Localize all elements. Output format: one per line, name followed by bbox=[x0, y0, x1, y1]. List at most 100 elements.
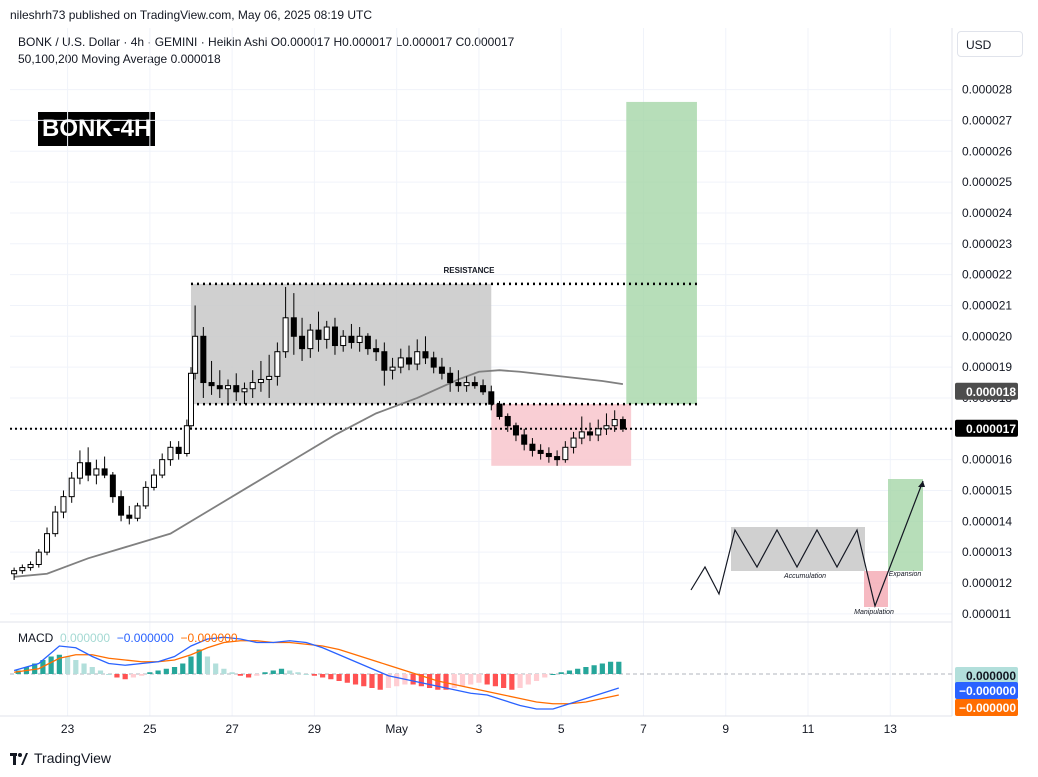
candle-body bbox=[167, 446, 174, 461]
candle bbox=[389, 357, 396, 380]
candle-body bbox=[348, 335, 355, 343]
candle-body bbox=[44, 533, 51, 553]
macd-hist-bar bbox=[607, 661, 614, 674]
macd-hist-bar bbox=[180, 663, 186, 674]
candle bbox=[381, 342, 388, 386]
candle-body bbox=[587, 431, 594, 436]
candle-body bbox=[307, 329, 314, 350]
candle bbox=[603, 413, 610, 435]
candle-body bbox=[554, 456, 561, 461]
candle bbox=[554, 450, 561, 466]
candle bbox=[150, 468, 157, 491]
candle-body bbox=[290, 317, 297, 337]
macd-line-value: −0.000000 bbox=[116, 631, 174, 645]
candle bbox=[290, 293, 297, 355]
candle bbox=[233, 373, 240, 402]
candle bbox=[35, 549, 42, 568]
candle-body bbox=[397, 357, 404, 368]
candle bbox=[430, 351, 437, 374]
macd-signal-badge-bg bbox=[955, 699, 1018, 716]
candle bbox=[68, 471, 75, 503]
candle bbox=[496, 401, 503, 420]
macd-hist-bar bbox=[254, 674, 260, 676]
candle-body bbox=[192, 335, 199, 374]
candle bbox=[471, 376, 478, 389]
candle-body bbox=[68, 477, 75, 498]
macd-hist-badge: 0.000000 bbox=[966, 669, 1016, 683]
candle bbox=[159, 453, 166, 479]
candle-body bbox=[282, 317, 289, 353]
expansion-label: Expansion bbox=[889, 571, 922, 578]
macd-hist-bar bbox=[410, 674, 416, 685]
candle-body bbox=[389, 366, 396, 371]
candle bbox=[373, 339, 380, 361]
price-tick: 0.000011 bbox=[962, 607, 1011, 621]
macd-hist-bar bbox=[130, 674, 137, 678]
macd-hist-bar bbox=[517, 674, 523, 688]
candle bbox=[307, 323, 314, 358]
macd-hist-bar bbox=[418, 674, 424, 687]
candle-body bbox=[570, 437, 577, 448]
candle-body bbox=[562, 446, 569, 461]
candle-body bbox=[118, 496, 125, 516]
candle bbox=[447, 367, 454, 392]
candle-body bbox=[187, 372, 194, 427]
diagram-path bbox=[690, 480, 924, 609]
tradingview-brand[interactable]: TradingView bbox=[10, 750, 111, 766]
candle-body bbox=[611, 419, 618, 427]
candle-body bbox=[19, 567, 26, 572]
time-tick: 27 bbox=[225, 722, 239, 736]
time-tick: 29 bbox=[308, 722, 322, 736]
macd-hist-bar bbox=[476, 674, 482, 683]
ma-price-badge: 0.000018 bbox=[966, 385, 1016, 399]
macd-hist-bar bbox=[171, 667, 178, 674]
macd-hist-bar bbox=[139, 674, 145, 676]
candle bbox=[619, 416, 626, 432]
time-tick: 3 bbox=[476, 722, 483, 736]
candle bbox=[257, 360, 264, 392]
diagram-arrow-icon bbox=[918, 481, 925, 487]
price-badges: 0.0000180.0000170.000000−0.000000−0.0000… bbox=[955, 382, 1018, 716]
macd-hist-bar bbox=[155, 670, 161, 674]
macd-hist-bar bbox=[468, 674, 474, 685]
candle-body bbox=[537, 449, 544, 454]
macd-hist-bar bbox=[575, 668, 581, 674]
candle-body bbox=[27, 563, 34, 569]
macd-hist-bar bbox=[369, 674, 375, 688]
price-tick: 0.000023 bbox=[962, 237, 1012, 251]
macd-hist-bar bbox=[525, 674, 531, 685]
candle-body bbox=[93, 468, 100, 476]
candle-body bbox=[480, 385, 487, 393]
price-tick: 0.000013 bbox=[962, 545, 1012, 559]
candle-body bbox=[463, 382, 470, 387]
candle bbox=[570, 431, 577, 454]
price-tick: 0.000012 bbox=[962, 576, 1012, 590]
time-tick: 23 bbox=[61, 722, 75, 736]
candle bbox=[93, 459, 100, 485]
candle-body bbox=[381, 351, 388, 371]
macd-hist-bar bbox=[97, 670, 104, 674]
candle-body bbox=[340, 335, 347, 347]
candle-body bbox=[373, 348, 380, 353]
macd-signal-badge: −0.000000 bbox=[959, 701, 1016, 715]
candle bbox=[216, 370, 223, 398]
macd-hist-bar bbox=[533, 674, 540, 681]
candle bbox=[183, 419, 190, 457]
macd-hist-bar bbox=[245, 674, 252, 678]
macd-hist-bar bbox=[311, 674, 318, 676]
macd-signal-line bbox=[14, 640, 619, 705]
candle bbox=[52, 505, 59, 537]
macd-hist-bar bbox=[262, 672, 268, 674]
candle-body bbox=[175, 446, 182, 454]
macd-hist-bar bbox=[106, 674, 112, 675]
candle-body bbox=[241, 388, 248, 393]
manipulation-label: Manipulation bbox=[854, 609, 894, 616]
candle-body bbox=[406, 357, 413, 365]
macd-hist-bar bbox=[295, 672, 301, 674]
currency-button[interactable]: USD bbox=[957, 31, 1023, 57]
candle-body bbox=[150, 474, 157, 488]
candle-body bbox=[249, 382, 256, 390]
time-tick: 11 bbox=[802, 722, 815, 736]
time-tick: 5 bbox=[558, 722, 565, 736]
